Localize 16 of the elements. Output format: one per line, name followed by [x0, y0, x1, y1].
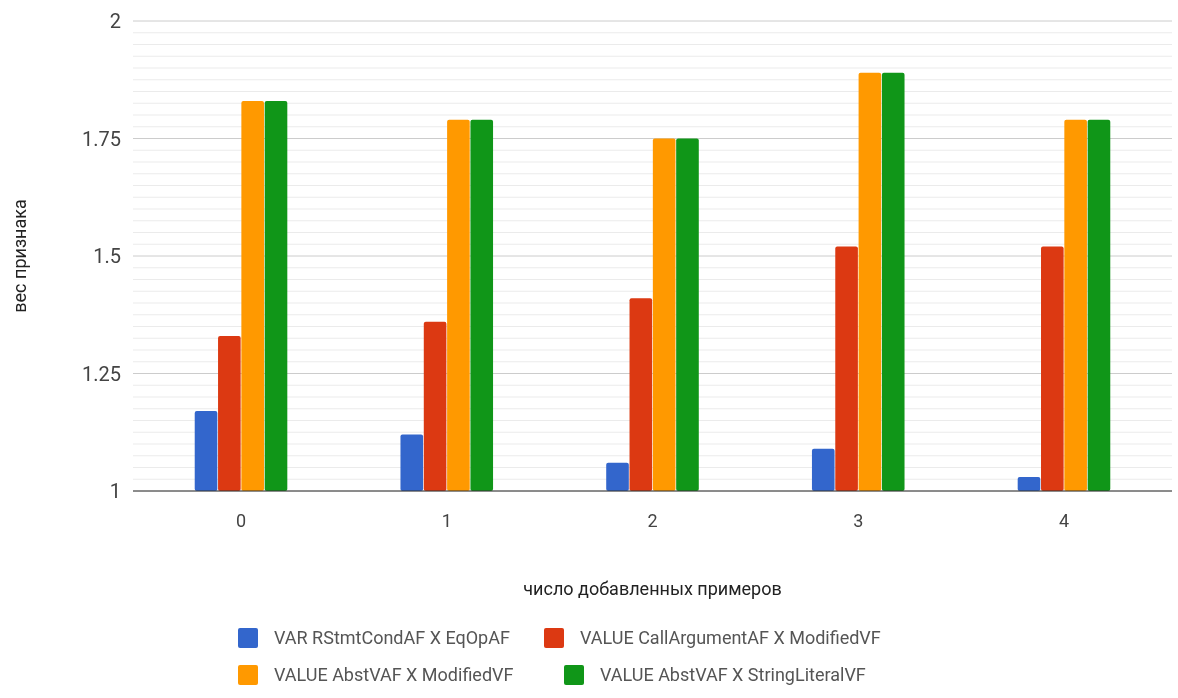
x-tick-label: 2 [647, 510, 658, 531]
y-tick-label: 2 [109, 9, 121, 33]
legend-label: VAR RStmtCondAF X EqOpAF [274, 627, 510, 649]
x-tick-label: 1 [441, 510, 452, 531]
y-tick-label: 1.75 [82, 126, 121, 151]
x-tick-label: 0 [235, 510, 247, 531]
y-tick-label: 1.5 [93, 244, 121, 268]
y-axis-title: вес признака [9, 199, 30, 313]
x-tick-label: 3 [853, 510, 864, 531]
legend-label: VALUE CallArgumentAF X ModifiedVF [580, 627, 881, 649]
x-tick-label: 4 [1058, 510, 1070, 531]
y-tick-label: 1 [109, 479, 121, 503]
x-axis-title: число добавленных примеров [523, 578, 782, 599]
legend-label: VALUE AbstVAF X ModifiedVF [274, 664, 514, 686]
legend-label: VALUE AbstVAF X StringLiteralVF [600, 664, 866, 686]
y-tick-label: 1.25 [82, 361, 121, 386]
